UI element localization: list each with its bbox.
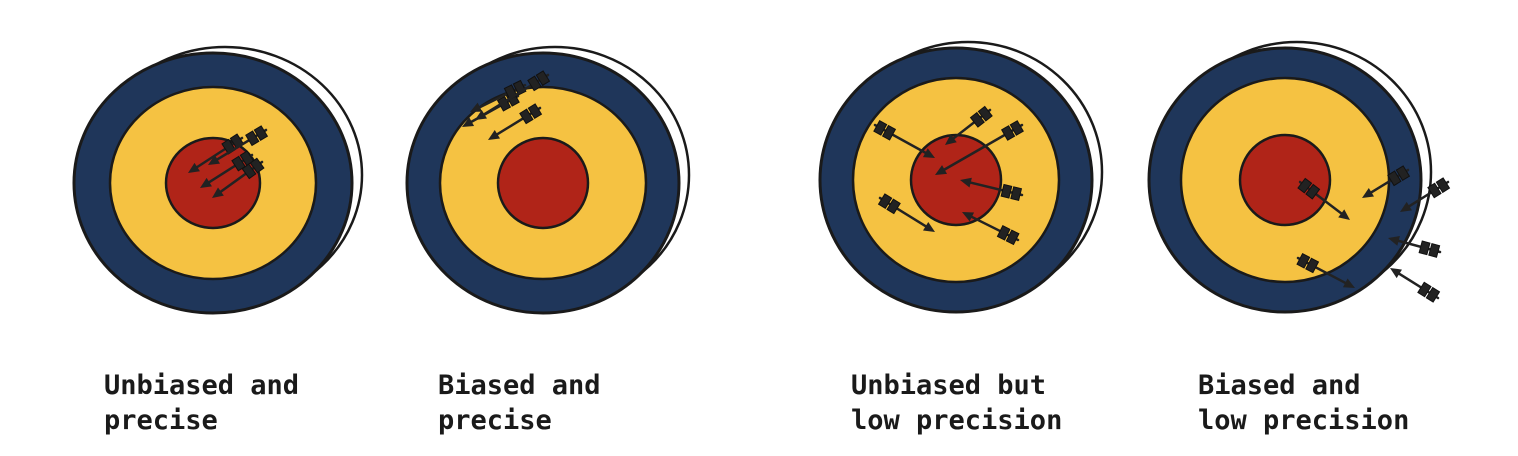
arrow-fletching: [977, 105, 993, 122]
arrow: [1296, 252, 1355, 288]
arrow-fletching: [241, 163, 257, 180]
arrow-head: [962, 212, 975, 222]
arrow: [960, 177, 1024, 201]
arrow-head: [475, 109, 487, 120]
caption-unbiased-precise: Unbiased and precise: [104, 368, 299, 438]
target-unbiased-low-precision: [818, 40, 1104, 314]
caption-line-1: Unbiased and: [104, 370, 300, 401]
arrow: [1297, 177, 1350, 220]
arrow-fletching: [1425, 286, 1441, 303]
arrow: [1388, 236, 1442, 258]
arrow-fletching: [1435, 177, 1451, 194]
arrow: [475, 70, 551, 120]
arrow: [877, 193, 935, 232]
arrow-head: [1388, 236, 1400, 246]
caption-biased-low-precision: Biased and low precision: [1198, 368, 1409, 438]
arrow-head: [200, 177, 212, 188]
arrow-fletching: [1009, 120, 1024, 136]
arrow-fletching: [881, 124, 897, 141]
caption-biased-precise: Biased and precise: [438, 368, 601, 438]
arrow-fletching: [231, 155, 246, 172]
caption-line-2: low precision: [1198, 405, 1410, 436]
arrow-fletching: [253, 125, 269, 141]
arrow-fletching: [877, 193, 893, 210]
arrow: [873, 120, 935, 158]
arrow-fletching: [1000, 125, 1016, 141]
arrow-fletching: [535, 70, 551, 87]
caption-unbiased-low-precision: Unbiased but low precision: [851, 368, 1062, 438]
caption-line-1: Biased and: [438, 370, 601, 401]
arrow-fletching: [1305, 183, 1321, 200]
arrow-head: [1362, 188, 1374, 198]
target-biased-precise: [405, 45, 691, 315]
bullseye: [909, 133, 1003, 227]
arrow-fletching: [886, 198, 901, 215]
arrow-fletching: [1417, 281, 1432, 298]
caption-line-1: Biased and: [1198, 370, 1361, 401]
arrow-fletching: [1010, 186, 1023, 201]
arrow-fletching: [969, 111, 985, 128]
arrow-fletching: [1296, 252, 1311, 269]
arrow: [962, 212, 1020, 246]
arrow-fletching: [1297, 177, 1313, 194]
arrow: [488, 103, 543, 140]
target-unbiased-precise: [72, 45, 364, 315]
arrow-fletching: [873, 120, 888, 136]
arrow: [1390, 268, 1441, 303]
arrow-fletching: [996, 225, 1011, 241]
arrow-fletching: [519, 108, 534, 125]
arrow-head: [960, 177, 972, 188]
arrow: [200, 150, 255, 188]
arrow-head: [488, 129, 500, 140]
arrow-fletching: [527, 75, 542, 92]
arrow-fletching: [1428, 242, 1441, 258]
arrow-head: [212, 187, 224, 198]
arrow-fletching: [249, 157, 265, 174]
arrow-head: [1342, 278, 1355, 288]
arrow-head: [1390, 268, 1402, 279]
arrow: [208, 125, 269, 165]
caption-line-2: low precision: [851, 405, 1063, 436]
arrow: [935, 120, 1024, 175]
arrow-fletching: [1305, 257, 1320, 274]
arrow-fletching: [1395, 165, 1411, 182]
arrow-head: [1400, 201, 1412, 212]
arrow-fletching: [1427, 182, 1442, 199]
arrow: [945, 105, 993, 145]
arrow-head: [1338, 209, 1350, 220]
arrow: [1400, 177, 1451, 212]
arrow-fletching: [1387, 170, 1402, 187]
arrow-head: [462, 117, 475, 127]
caption-line-1: Unbiased but: [851, 370, 1047, 401]
targets-layer: [72, 40, 1451, 315]
arrow-fletching: [245, 130, 260, 147]
arrow-fletching: [1000, 183, 1013, 199]
arrow-head: [935, 165, 948, 175]
arrow-fletching: [527, 103, 543, 120]
arrow-head: [945, 134, 957, 145]
arrow-head: [208, 155, 221, 165]
bullseye: [496, 136, 590, 230]
arrow-head: [470, 102, 483, 112]
target-biased-low-precision: [1147, 40, 1451, 314]
arrow-fletching: [1005, 229, 1020, 246]
arrow-head: [923, 221, 935, 232]
arrow: [212, 157, 265, 198]
caption-line-2: precise: [438, 405, 552, 436]
bullseye: [1238, 133, 1332, 227]
arrow-fletching: [1418, 240, 1431, 256]
arrow-head: [922, 148, 935, 158]
arrow-fletching: [496, 95, 512, 112]
arrow: [1362, 165, 1411, 198]
arrow-head: [188, 162, 200, 173]
caption-line-2: precise: [104, 405, 218, 436]
